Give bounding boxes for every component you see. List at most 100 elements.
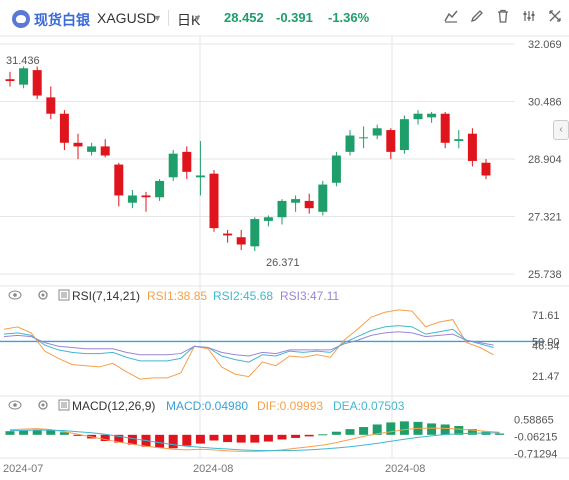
candle-body xyxy=(304,200,314,209)
candle-body xyxy=(440,113,450,143)
macd-bar xyxy=(427,423,437,435)
y-tick-label: 21.47 xyxy=(532,371,560,383)
dif-line xyxy=(9,427,500,452)
candle-body xyxy=(223,233,233,236)
candle-body xyxy=(73,142,83,147)
candle-body xyxy=(399,119,409,151)
trash-icon[interactable] xyxy=(494,9,512,27)
candle-body xyxy=(182,151,192,172)
y-tick-label: 46.54 xyxy=(532,341,560,353)
price-change-percent: -1.36% xyxy=(328,10,370,25)
macd-bar xyxy=(236,434,246,443)
dea-value: DEA:0.07503 xyxy=(333,399,405,413)
indicator-menu-icon[interactable] xyxy=(58,289,70,304)
divider xyxy=(168,10,169,26)
macd-bar xyxy=(114,434,124,443)
macd-value: MACD:0.04980 xyxy=(166,399,249,413)
macd-bar xyxy=(454,426,464,435)
low-annotation: 26.371 xyxy=(266,257,300,269)
rsi-line xyxy=(3,331,494,357)
macd-bar xyxy=(155,434,165,448)
chart-header: 现货白银 XAGUSD ▼ 日K ▼ 28.452 -0.391 -1.36% xyxy=(0,0,569,36)
y-tick-label: 71.61 xyxy=(532,310,560,322)
macd-bar xyxy=(495,433,505,435)
chevron-left-icon[interactable]: ‹ xyxy=(553,120,569,140)
candle-body xyxy=(291,199,301,203)
eye-icon[interactable] xyxy=(8,290,22,303)
y-tick-label: -0.06215 xyxy=(514,431,557,443)
chevron-down-icon[interactable]: ▼ xyxy=(153,13,162,23)
candle-body xyxy=(168,153,178,178)
candle-body xyxy=(454,139,464,141)
candle-body xyxy=(195,175,205,178)
macd-bar xyxy=(291,434,301,438)
grid-lines xyxy=(0,35,569,459)
candle-body xyxy=(481,162,491,176)
brand-name: 现货白银 xyxy=(34,12,90,28)
macd-bar xyxy=(209,434,219,441)
macd-bar xyxy=(359,427,369,435)
candle-body xyxy=(19,68,29,85)
candle-body xyxy=(100,146,110,156)
gear-icon[interactable] xyxy=(37,289,49,304)
settings-icon[interactable] xyxy=(520,9,538,27)
macd-bar xyxy=(304,434,314,437)
rsi-line xyxy=(3,309,494,380)
indicator-menu-icon[interactable] xyxy=(58,399,70,414)
y-tick-label: 32.069 xyxy=(528,39,562,51)
dea-line xyxy=(9,429,500,452)
macd-bar xyxy=(127,434,137,445)
rsi3-value: RSI3:47.11 xyxy=(280,289,340,303)
macd-bar xyxy=(345,429,355,435)
symbol-selector[interactable]: XAGUSD xyxy=(97,10,157,26)
eye-icon[interactable] xyxy=(8,400,22,413)
macd-bar xyxy=(5,431,15,435)
candle-body xyxy=(467,133,477,161)
fullscreen-icon[interactable] xyxy=(546,9,564,27)
x-tick: 2024-08 xyxy=(385,463,426,475)
price-change: -0.391 xyxy=(276,10,313,25)
candle-body xyxy=(345,135,355,152)
rsi-line xyxy=(3,325,494,363)
candle-body xyxy=(114,164,124,196)
y-tick-label: 0.58865 xyxy=(514,415,554,427)
high-annotation: 31.436 xyxy=(6,55,40,67)
candle-body xyxy=(155,180,165,198)
period-selector[interactable]: 日K xyxy=(177,12,201,28)
macd-bar xyxy=(32,429,42,435)
candle-body xyxy=(277,200,287,218)
silver-logo-icon xyxy=(12,10,30,28)
macd-bar xyxy=(19,430,29,435)
macd-bar xyxy=(168,434,178,449)
rsi1-value: RSI1:38.85 xyxy=(147,289,208,303)
candle-body xyxy=(46,97,56,114)
pen-icon[interactable] xyxy=(468,9,486,27)
y-tick-label: 25.738 xyxy=(528,269,562,281)
macd-bar xyxy=(73,434,83,436)
macd-bar xyxy=(100,434,110,442)
x-tick: 2024-07 xyxy=(3,463,44,475)
macd-bar xyxy=(250,434,260,443)
rsi2-value: RSI2:45.68 xyxy=(213,289,274,303)
macd-bar xyxy=(59,432,69,435)
candle-body xyxy=(141,195,151,198)
candle-body xyxy=(59,113,69,143)
chevron-down-icon[interactable]: ▼ xyxy=(193,13,202,23)
macd-histogram xyxy=(5,421,505,452)
chart-type-icon[interactable] xyxy=(442,9,460,27)
candles xyxy=(5,66,491,252)
y-tick-label: 30.486 xyxy=(528,97,562,109)
candle-body xyxy=(413,113,423,120)
macd-bar xyxy=(46,430,56,435)
candle-body xyxy=(372,128,382,136)
candle-body xyxy=(331,155,341,183)
candle-body xyxy=(359,137,369,139)
y-tick-label: 50.00 xyxy=(532,336,560,348)
last-price: 28.452 xyxy=(224,10,264,25)
y-axis-labels: 32.069 30.486 28.904 27.321 25.738 71.61 50.00… xyxy=(514,39,562,460)
gear-icon[interactable] xyxy=(37,399,49,414)
macd-bar xyxy=(331,431,341,435)
macd-bar xyxy=(223,434,233,443)
candle-body xyxy=(127,195,137,203)
